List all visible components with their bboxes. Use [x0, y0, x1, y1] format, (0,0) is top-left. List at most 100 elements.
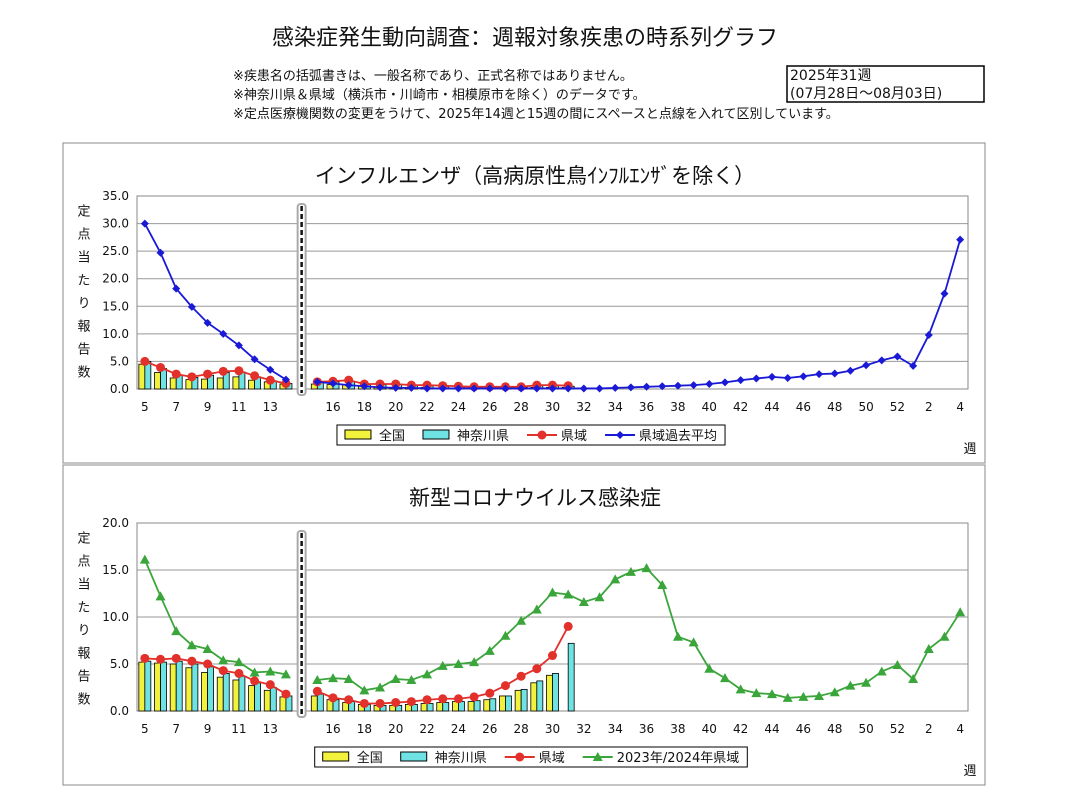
point: [328, 379, 337, 388]
bar: [185, 667, 193, 712]
bar: [232, 376, 240, 390]
point: [139, 554, 150, 564]
point: [909, 361, 918, 370]
bar: [169, 663, 177, 712]
x-tick-label: 50: [858, 400, 873, 414]
point: [815, 370, 824, 379]
legend-label: 全国: [357, 750, 383, 766]
y-tick-label: 0.0: [110, 704, 129, 718]
point: [218, 666, 228, 676]
point: [328, 693, 338, 703]
point: [265, 666, 276, 676]
point: [187, 302, 196, 311]
point: [845, 680, 856, 690]
point: [719, 673, 730, 683]
x-tick-label: 30: [545, 400, 560, 414]
point: [955, 607, 966, 617]
x-tick-label: 34: [608, 722, 623, 736]
point: [642, 382, 651, 391]
point: [156, 654, 166, 664]
x-tick-label: 36: [639, 400, 654, 414]
x-tick-label: 42: [733, 722, 748, 736]
bar: [442, 702, 450, 712]
x-tick-label: 22: [419, 400, 434, 414]
point: [798, 691, 809, 701]
point: [422, 695, 432, 705]
point: [799, 372, 808, 381]
x-tick-label: 24: [451, 400, 466, 414]
point: [423, 384, 432, 393]
point: [892, 659, 903, 669]
point: [610, 574, 621, 584]
bar: [269, 687, 277, 712]
point: [846, 366, 855, 375]
bar: [248, 685, 255, 712]
point: [940, 289, 949, 298]
bar: [420, 703, 428, 712]
point: [485, 384, 494, 393]
point: [203, 659, 213, 669]
point: [485, 688, 495, 698]
y-tick-label: 5.0: [110, 354, 129, 368]
bar: [536, 680, 544, 712]
x-tick-label: 2: [925, 722, 933, 736]
bar: [175, 660, 183, 712]
bar: [436, 702, 444, 712]
point: [186, 640, 197, 650]
point: [657, 580, 668, 590]
x-tick-label: 52: [890, 722, 905, 736]
x-tick-label: 20: [388, 722, 403, 736]
point: [454, 384, 463, 393]
point: [391, 698, 401, 708]
x-tick-label: 16: [325, 400, 340, 414]
x-tick-label: 7: [172, 400, 180, 414]
y-tick-label: 15.0: [102, 299, 129, 313]
x-tick-label: 24: [451, 722, 466, 736]
point: [516, 671, 526, 681]
bar: [191, 663, 199, 712]
point: [359, 698, 369, 708]
point: [265, 680, 275, 690]
bar: [473, 700, 481, 712]
legend-label: 2023年/2024年県域: [617, 751, 740, 766]
x-tick-label: 38: [670, 722, 685, 736]
x-tick-label: 32: [576, 400, 591, 414]
bar: [316, 693, 324, 712]
x-tick-label: 48: [827, 722, 842, 736]
separator: [296, 203, 307, 396]
point: [375, 682, 386, 692]
x-tick-label: 46: [796, 400, 811, 414]
point: [203, 318, 212, 327]
point: [564, 384, 573, 393]
x-tick-label: 4: [956, 400, 964, 414]
x-tick-label: 11: [231, 400, 246, 414]
bar: [310, 695, 318, 712]
x-tick-label: 52: [890, 400, 905, 414]
point: [281, 689, 291, 699]
point: [658, 382, 667, 391]
x-tick-label: 26: [482, 400, 497, 414]
point: [470, 384, 479, 393]
point: [469, 657, 480, 667]
point: [344, 695, 354, 705]
point: [578, 596, 589, 606]
point: [156, 248, 165, 257]
point: [375, 698, 385, 708]
point: [516, 615, 527, 625]
bar: [222, 673, 230, 712]
y-axis-title: 定点当たり報告数: [75, 204, 91, 388]
x-tick-label: 4: [956, 722, 964, 736]
y-tick-label: 35.0: [102, 189, 129, 203]
bar: [489, 698, 497, 712]
point: [736, 376, 745, 385]
bar: [546, 674, 553, 712]
point: [830, 369, 839, 378]
legend-swatch: [322, 751, 350, 762]
y-tick-label: 10.0: [102, 610, 129, 624]
point: [688, 637, 699, 647]
point: [923, 643, 934, 653]
bar: [467, 701, 475, 712]
point: [537, 430, 547, 440]
x-tick-label: 44: [764, 400, 779, 414]
bar: [520, 688, 528, 712]
